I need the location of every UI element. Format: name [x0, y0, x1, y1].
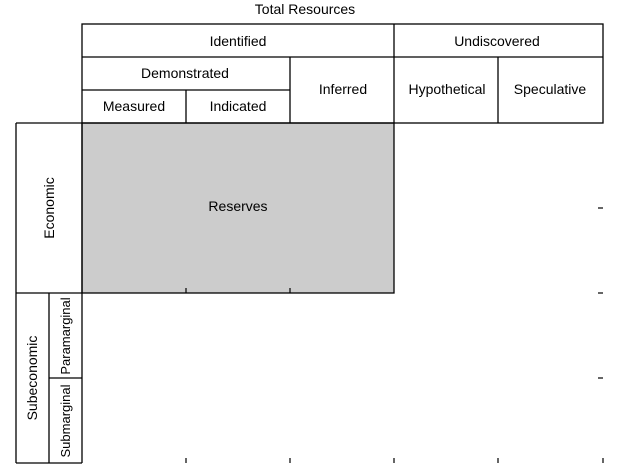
header-measured: Measured: [103, 98, 165, 114]
header-demonstrated: Demonstrated: [141, 65, 229, 81]
header-hypothetical: Hypothetical: [408, 81, 485, 97]
reserves-label: Reserves: [208, 198, 267, 214]
title-total-resources: Total Resources: [255, 1, 355, 17]
header-identified: Identified: [210, 33, 267, 49]
header-speculative: Speculative: [514, 81, 587, 97]
header-indicated: Indicated: [210, 98, 267, 114]
row-economic: Economic: [41, 177, 57, 238]
row-paramarginal: Paramarginal: [58, 297, 73, 374]
reserves-box: [81, 122, 395, 294]
header-undiscovered: Undiscovered: [454, 33, 540, 49]
row-submarginal: Submarginal: [58, 384, 73, 457]
header-inferred: Inferred: [319, 81, 367, 97]
row-subeconomic: Subeconomic: [24, 336, 40, 421]
header-box: [81, 23, 604, 124]
